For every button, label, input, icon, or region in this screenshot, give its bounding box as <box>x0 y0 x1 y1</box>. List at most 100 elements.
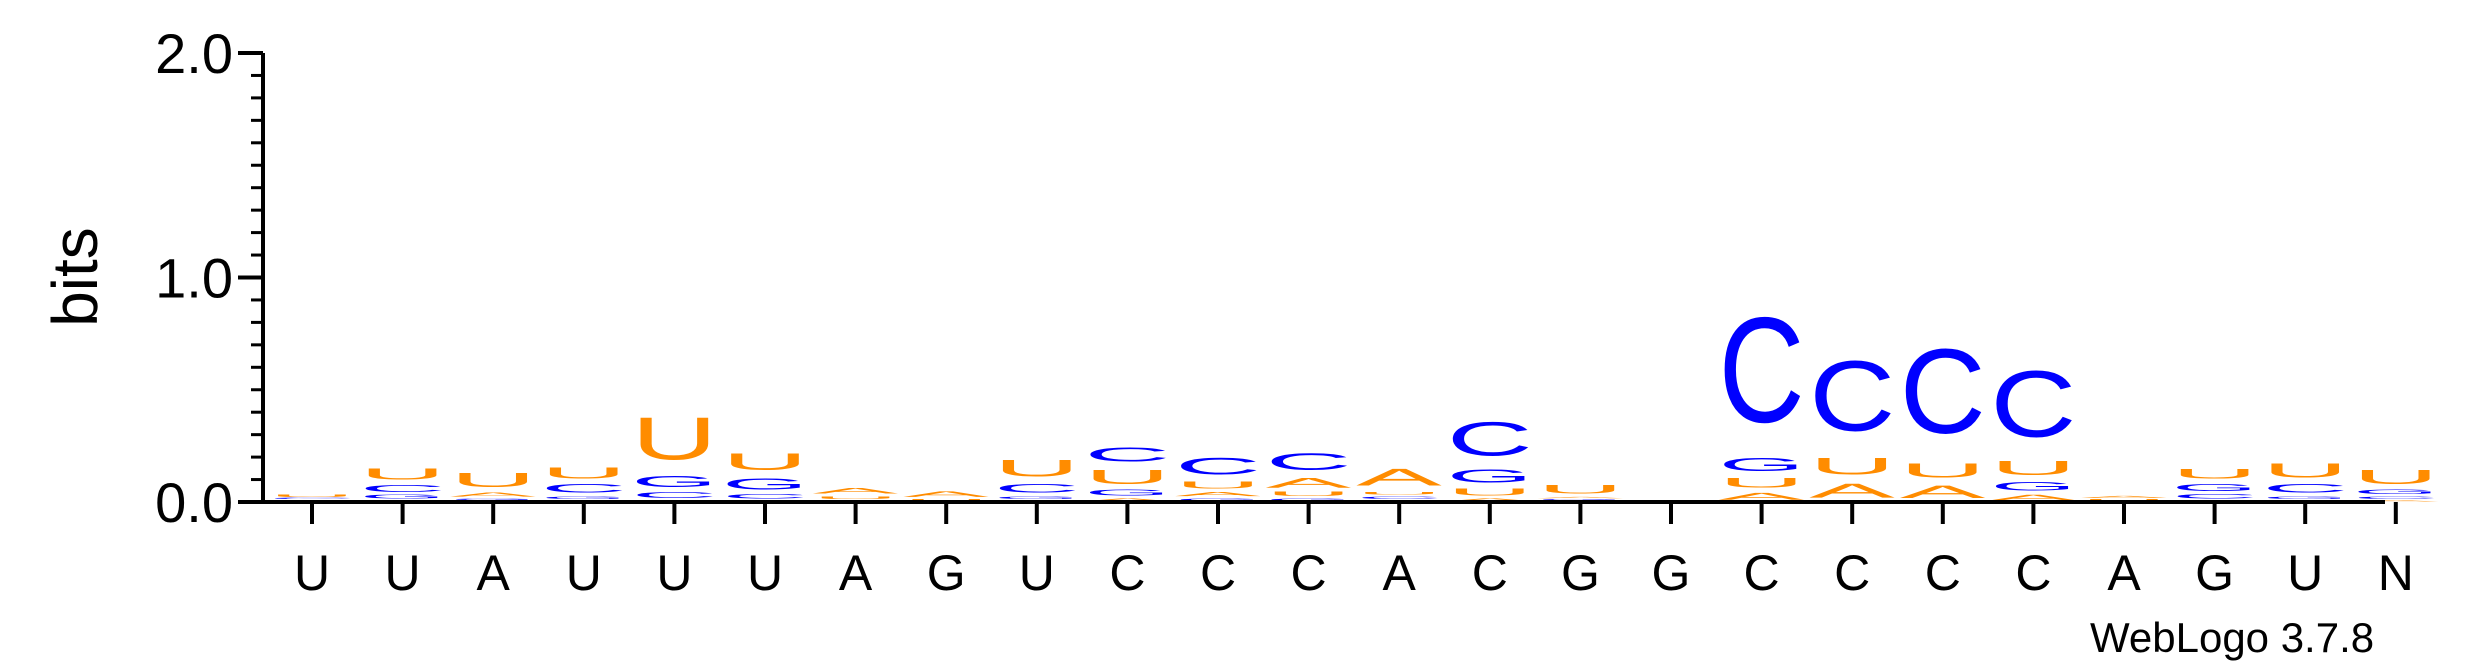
logo-letter-a: A <box>903 490 989 499</box>
logo-letter-g: G <box>722 475 808 493</box>
x-tick-label: G <box>927 545 966 601</box>
x-tick-label: A <box>2107 545 2141 601</box>
x-tick-label: A <box>477 545 511 601</box>
logo-letter-u: U <box>2081 499 2167 501</box>
logo-letter-u: U <box>1900 460 1986 482</box>
logo-letter-u: U <box>269 493 355 497</box>
logo-letter-g: G <box>541 495 627 500</box>
y-axis-label: bits <box>39 227 111 327</box>
logo-letter-c: C <box>1175 453 1261 480</box>
x-tick-label: A <box>1383 545 1417 601</box>
logo-letter-a: A <box>2081 495 2167 498</box>
logo-letter-a: A <box>1175 491 1261 498</box>
logo-letter-u: U <box>1719 475 1805 491</box>
logo-letter-g: G <box>360 494 446 500</box>
logo-letter-u: U <box>1537 483 1623 497</box>
logo-letter-g: G <box>2262 495 2348 500</box>
x-tick-label: U <box>747 545 783 601</box>
x-tick-label: U <box>385 545 421 601</box>
logo-glyphs: AGCUAGCUCGAUAGCUACGUACGUGUACUAAGCUAGUCGA… <box>269 285 2439 502</box>
logo-letter-g: G <box>1266 497 1352 502</box>
logo-letter-g: G <box>1084 488 1170 497</box>
x-tick-label: U <box>294 545 330 601</box>
x-tick-label: U <box>566 545 602 601</box>
x-tick-label: C <box>1744 545 1780 601</box>
logo-letter-u: U <box>360 465 446 483</box>
logo-letter-u: U <box>450 469 536 491</box>
x-tick-label: G <box>1652 545 1691 601</box>
logo-letter-a: A <box>1537 496 1623 498</box>
logo-letter-a: A <box>1719 491 1805 502</box>
logo-letter-g: G <box>631 473 717 491</box>
logo-letter-u: U <box>1084 466 1170 488</box>
x-tick-label: G <box>1561 545 1600 601</box>
logo-letter-u: U <box>1447 486 1533 497</box>
logo-letter-a: A <box>1084 498 1170 502</box>
logo-letter-a: A <box>1447 498 1533 502</box>
logo-letter-c: C <box>1447 413 1533 467</box>
x-tick-label: C <box>1472 545 1508 601</box>
logo-letter-a: A <box>1356 464 1442 491</box>
logo-letter-c: C <box>360 483 446 494</box>
x-tick-label: C <box>1925 545 1961 601</box>
logo-letter-c: C <box>994 482 1080 496</box>
x-tick-label: U <box>2287 545 2323 601</box>
x-tick-label: C <box>1200 545 1236 601</box>
logo-letter-g: G <box>1537 499 1623 501</box>
logo-letter-g: G <box>1175 497 1261 502</box>
x-tick-label: A <box>839 545 873 601</box>
logo-letter-c: C <box>2172 493 2258 500</box>
logo-letter-c: C <box>2353 495 2439 499</box>
logo-letter-u: U <box>1175 480 1261 491</box>
logo-letter-g: G <box>2172 482 2258 493</box>
logo-letter-u: U <box>903 499 989 501</box>
logo-letter-u: U <box>2353 466 2439 488</box>
logo-letter-g: G <box>450 498 536 500</box>
logo-letter-u: U <box>1266 491 1352 498</box>
logo-letter-a: A <box>1266 475 1352 491</box>
logo-letter-g: G <box>994 495 1080 500</box>
x-tick-label: C <box>1834 545 1870 601</box>
logo-letter-c: C <box>269 498 355 500</box>
logo-letter-c: C <box>631 491 717 500</box>
logo-letter-u: U <box>631 405 717 472</box>
logo-letter-a: A <box>813 486 899 495</box>
x-tick-label: N <box>2378 545 2414 601</box>
weblogo-credit: WebLogo 3.7.8 <box>2090 614 2374 661</box>
logo-letter-c: C <box>1084 444 1170 466</box>
x-tick-label: C <box>1109 545 1145 601</box>
logo-letter-u: U <box>1809 453 1895 480</box>
logo-letter-g: G <box>1719 455 1805 475</box>
logo-letter-a: A <box>1900 482 1986 502</box>
logo-letter-u: U <box>722 448 808 475</box>
x-tick-label: G <box>2195 545 2234 601</box>
y-tick-label: 1.0 <box>155 247 233 310</box>
logo-letter-g: G <box>1447 466 1533 486</box>
x-tick-label: U <box>656 545 692 601</box>
logo-letter-a: A <box>450 491 536 498</box>
logo-letter-c: C <box>1900 325 1986 459</box>
logo-letter-a: A <box>1809 480 1896 502</box>
logo-letter-u: U <box>994 455 1080 482</box>
logo-letter-u: U <box>541 464 627 482</box>
x-tick-label: C <box>2015 545 2051 601</box>
x-tick-label: C <box>1291 545 1327 601</box>
logo-letter-c: C <box>1719 285 1805 454</box>
logo-letter-c: C <box>2262 482 2348 496</box>
logo-letter-c: C <box>1266 448 1352 475</box>
logo-letter-u: U <box>2172 466 2258 482</box>
logo-letter-c: C <box>1990 351 2076 456</box>
logo-letter-a: A <box>1990 493 2076 502</box>
y-tick-label: 0.0 <box>155 471 233 534</box>
logo-letter-g: G <box>2353 488 2439 495</box>
x-tick-label: U <box>1019 545 1055 601</box>
logo-letter-c: C <box>1356 495 1442 499</box>
logo-letter-u: U <box>813 495 899 499</box>
logo-letter-c: C <box>541 482 627 496</box>
logo-letter-c: C <box>1809 340 1895 452</box>
logo-letter-c: C <box>722 493 808 500</box>
logo-letter-u: U <box>1990 457 2076 479</box>
logo-letter-a: A <box>2353 500 2439 502</box>
